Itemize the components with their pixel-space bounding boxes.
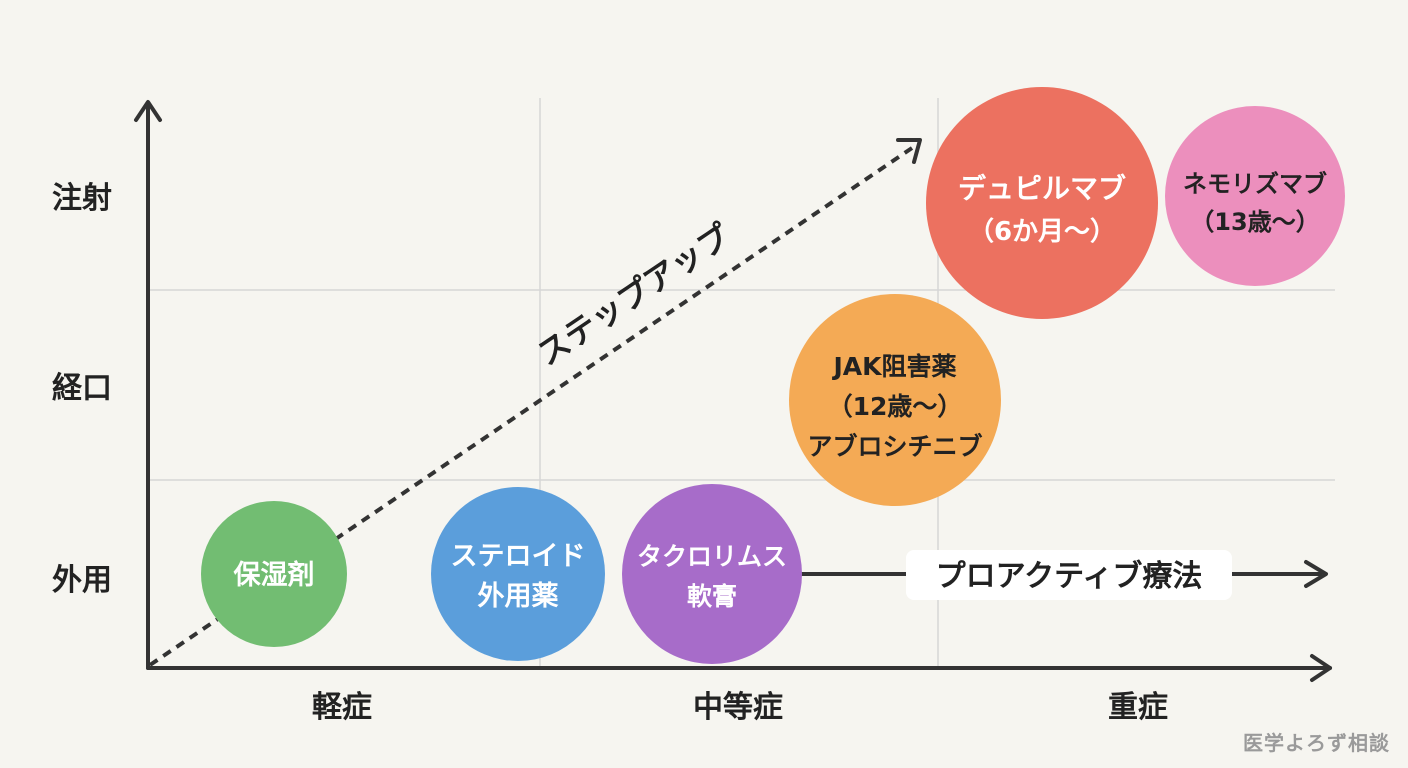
bubble-circle <box>431 487 605 661</box>
bubble-tacrolimus: タクロリムス 軟膏 <box>622 484 802 664</box>
bubble-line: （13歳〜） <box>1190 208 1319 236</box>
bubble-moisturizer: 保湿剤 <box>201 501 347 647</box>
bubble-circle <box>201 501 347 647</box>
step-up-label: ステップアップ <box>530 216 738 373</box>
proactive-arrow <box>800 550 1328 600</box>
bubble-circle <box>1165 106 1345 286</box>
y-label-topical: 外用 <box>52 563 112 598</box>
bubble-line: タクロリムス <box>637 542 787 571</box>
bubble-line: ネモリズマブ <box>1183 170 1327 198</box>
axes <box>134 100 1332 682</box>
bubble-nemolizumab: ネモリズマブ （13歳〜） <box>1165 106 1345 286</box>
y-axis-arrowhead <box>134 100 162 122</box>
x-label-mild: 軽症 <box>312 690 372 725</box>
y-label-oral: 経口 <box>52 371 112 406</box>
bubble-dupilumab: デュピルマブ （6か月〜） <box>926 87 1158 319</box>
x-label-moderate: 中等症 <box>693 690 783 725</box>
bubble-line: （12歳〜） <box>828 392 963 421</box>
bubble-line: アブロシチニブ <box>807 432 982 461</box>
bubble-circle <box>926 87 1158 319</box>
x-label-severe: 重症 <box>1108 690 1168 725</box>
proactive-label: プロアクティブ療法 <box>936 559 1203 594</box>
bubble-line: ステロイド <box>451 541 586 572</box>
bubble-line: 保湿剤 <box>233 559 315 591</box>
y-label-injection: 注射 <box>52 181 112 216</box>
bubble-line: 外用薬 <box>478 581 559 612</box>
x-axis-arrowhead <box>1310 654 1332 682</box>
bubble-line: デュピルマブ <box>958 172 1126 205</box>
bubble-jak-inhibitor: JAK阻害薬 （12歳〜） アブロシチニブ <box>789 294 1001 506</box>
bubble-line: （6か月〜） <box>968 217 1116 247</box>
proactive-label-box <box>906 550 1232 600</box>
bubble-circle <box>622 484 802 664</box>
step-up-arrow <box>148 138 922 667</box>
bubble-steroid: ステロイド 外用薬 <box>431 487 605 661</box>
bubble-line: JAK阻害薬 <box>831 352 956 381</box>
bubble-circle <box>789 294 1001 506</box>
bubble-line: 軟膏 <box>687 582 737 611</box>
watermark: 医学よろず相談 <box>1243 731 1390 755</box>
